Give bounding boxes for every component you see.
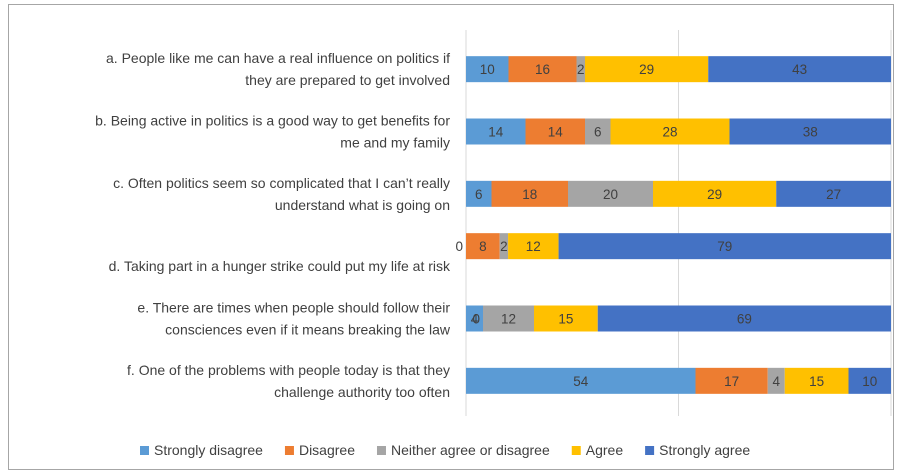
gridlines [465,30,892,416]
category-label: d. Taking part in a hunger strike could … [109,258,451,274]
bar-2-agree [610,118,730,145]
bars [466,56,891,394]
data-label: 10 [862,374,877,389]
bar-6-neither-agree-or-disagree [767,367,785,394]
data-label: 27 [826,187,841,202]
data-label: 8 [479,239,487,254]
data-label: 4 [471,312,479,327]
bar-6-disagree [695,367,768,394]
bar-4-disagree [466,233,500,260]
bar-4-neither-agree-or-disagree [499,233,509,260]
data-label: 15 [558,312,573,327]
data-label: 29 [707,187,722,202]
legend-label: Strongly disagree [154,442,263,458]
legend-label: Neither agree or disagree [391,442,550,458]
data-label: 10 [480,62,495,77]
legend-swatch [571,446,581,455]
bar-6-agree [784,367,849,394]
bar-2-strongly-disagree [466,118,526,145]
legend-label: Agree [586,442,624,458]
data-label: 12 [526,239,541,254]
bar-6-strongly-agree [848,367,891,394]
bar-4-strongly-agree [558,233,891,260]
category-label: f. One of the problems with people today… [127,362,450,378]
legend-swatch [376,446,386,455]
bar-4-agree [508,233,559,260]
data-label: 18 [522,187,537,202]
data-label: 0 [455,239,463,254]
bar-3-disagree [491,180,568,207]
category-label: they are prepared to get involved [245,72,450,88]
legend-swatch [140,446,149,455]
category-label: a. People like me can have a real influe… [106,50,450,66]
data-label: 20 [603,187,618,202]
data-label: 12 [501,312,516,327]
category-labels: a. People like me can have a real influe… [95,50,451,400]
data-label: 69 [737,312,752,327]
bar-3-neither-agree-or-disagree [568,180,653,207]
bar-5-strongly-disagree [466,305,483,332]
data-label: 14 [488,125,504,140]
category-label: me and my family [340,135,450,151]
data-label: 29 [639,62,654,77]
legend-label: Strongly agree [659,442,750,458]
bar-3-strongly-agree [776,180,891,207]
legend: Strongly disagree Disagree Neither agree o… [140,442,750,458]
bar-5-neither-agree-or-disagree [483,305,534,332]
bar-6-strongly-disagree [466,367,696,394]
bar-5-strongly-agree [597,305,891,332]
data-label: 6 [594,125,602,140]
category-label: challenge authority too often [274,384,450,400]
data-label: 17 [724,374,739,389]
data-label: 0 [472,312,480,327]
data-label: 54 [573,374,589,389]
bar-1-strongly-disagree [466,56,509,83]
bar-1-agree [585,56,709,83]
bar-1-disagree [508,56,577,83]
bar-3-agree [653,180,777,207]
data-label: 43 [792,62,807,77]
bar-3-strongly-disagree [466,180,492,207]
category-label: consciences even if it means breaking th… [165,322,451,338]
data-label: 14 [548,125,564,140]
category-label: understand what is going on [275,197,450,213]
data-label: 2 [500,239,508,254]
category-label: c. Often politics seem so complicated th… [113,175,450,191]
data-label: 2 [577,62,585,77]
category-label: b. Being active in politics is a good wa… [95,113,450,129]
bar-5-agree [534,305,598,332]
bar-1-neither-agree-or-disagree [576,56,585,83]
bar-2-neither-agree-or-disagree [585,118,611,145]
bar-2-strongly-agree [729,118,891,145]
bar-2-disagree [525,118,585,145]
legend-swatch [645,446,655,455]
data-label: 28 [662,125,677,140]
data-label: 16 [535,62,550,77]
category-label: e. There are times when people should fo… [137,300,450,316]
bar-1-strongly-agree [708,56,891,83]
legend-swatch [284,446,294,455]
data-label: 4 [772,374,780,389]
data-label: 6 [475,187,483,202]
data-label: 15 [809,374,824,389]
data-label: 38 [803,125,818,140]
legend-label: Disagree [299,442,355,458]
data-label: 79 [717,239,732,254]
